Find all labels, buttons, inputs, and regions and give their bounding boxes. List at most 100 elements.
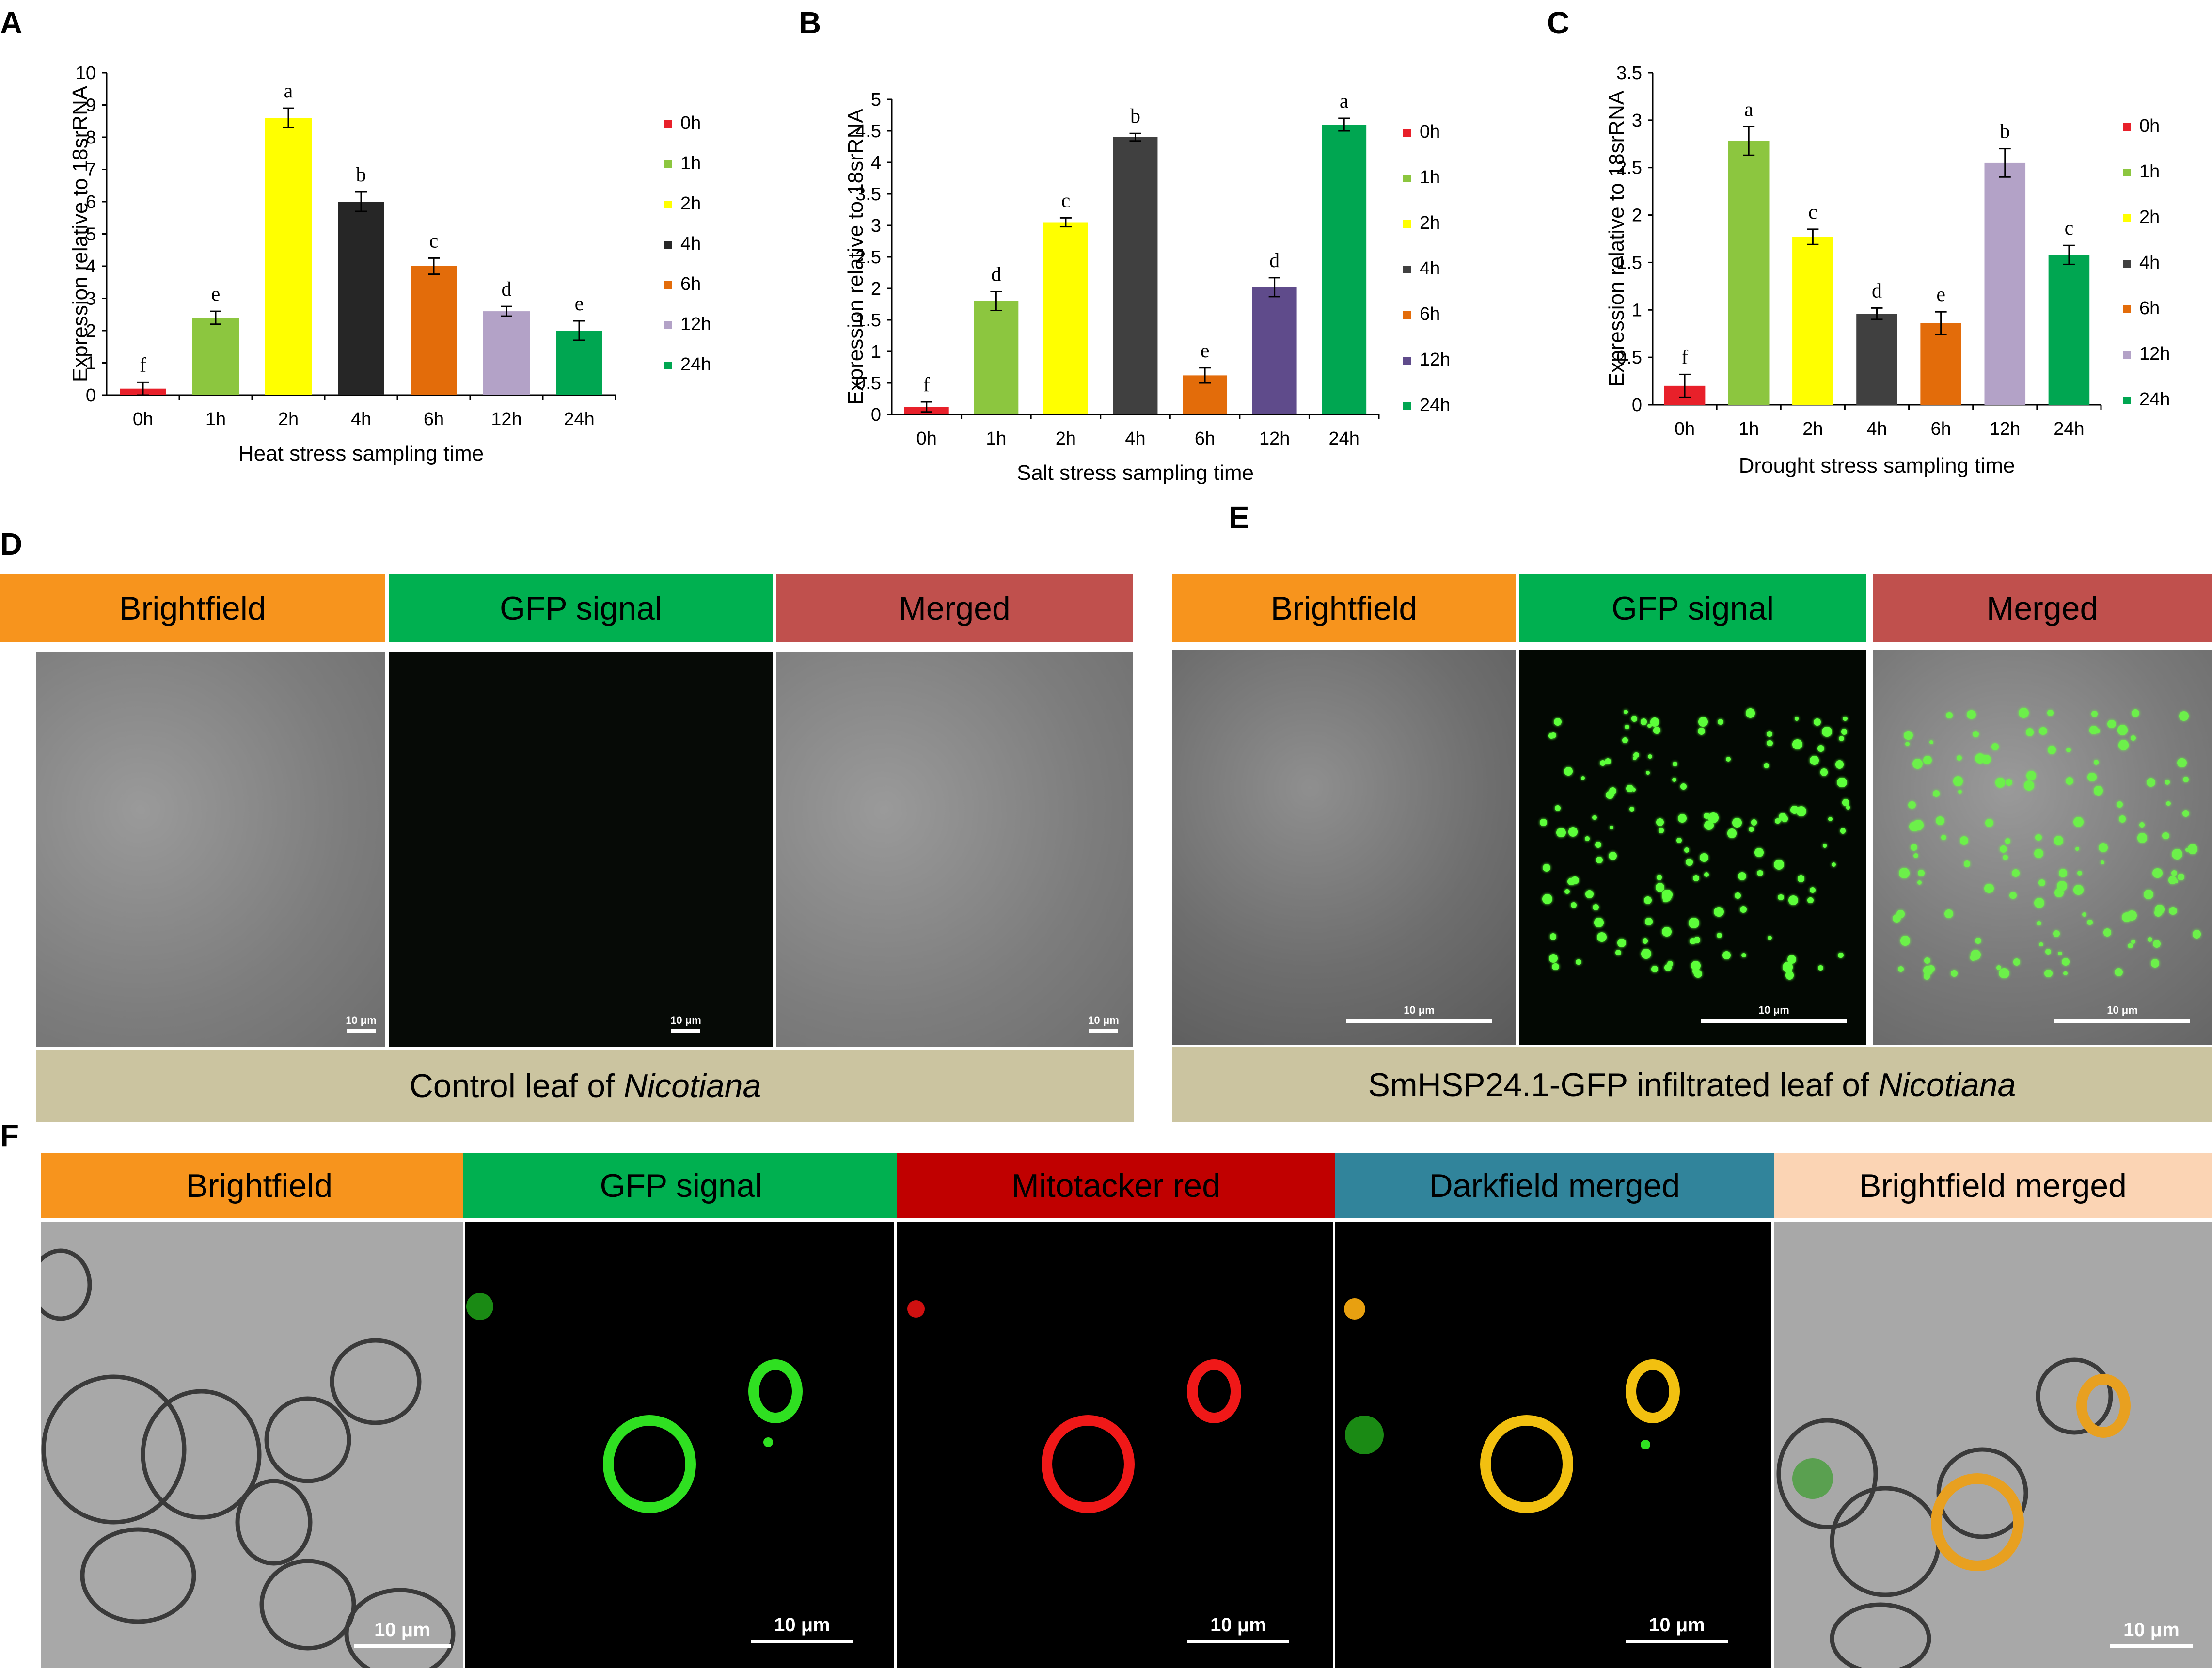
x-axis-label: Salt stress sampling time [1017, 461, 1254, 485]
x-tick-label: 4h [351, 409, 371, 430]
x-tick-label: 12h [1259, 429, 1290, 449]
legend-label: 0h [1420, 122, 1440, 142]
legend-label: 1h [680, 153, 701, 174]
gfp-punctum [1822, 727, 1832, 737]
significance-letter: f [140, 354, 146, 376]
x-tick-label: 2h [1802, 419, 1823, 439]
legend-swatch [1403, 266, 1411, 273]
bar-1h [974, 301, 1019, 414]
gfp-punctum [2026, 728, 2034, 736]
gfp-punctum [1673, 762, 1677, 766]
gfp-punctum [1650, 717, 1659, 727]
panel-e-header-merged: Merged [1873, 574, 2212, 642]
gfp-punctum [1633, 756, 1637, 761]
gfp-punctum [1899, 868, 1910, 878]
gfp-punctum [2026, 770, 2037, 780]
gfp-punctum [2128, 943, 2133, 949]
gfp-punctum [1767, 731, 1772, 737]
gfp-punctum [1796, 806, 1806, 816]
x-tick-label: 2h [1056, 429, 1076, 449]
y-tick-label: 1 [86, 353, 96, 374]
gfp-punctum [1995, 778, 2006, 788]
gfp-punctum [1554, 805, 1561, 812]
gfp-punctum [1933, 790, 1940, 797]
gfp-punctum [2179, 711, 2189, 721]
gfp-punctum [1837, 952, 1844, 958]
legend-label: 12h [680, 314, 711, 334]
gfp-punctum [1814, 718, 1821, 726]
gfp-punctum [1908, 801, 1916, 809]
panel-f-header-gfp: GFP signal [463, 1153, 899, 1218]
legend-label: 24h [2139, 389, 2170, 410]
gfp-punctum [2034, 848, 2044, 858]
gfp-punctum [1643, 896, 1652, 905]
gfp-punctum [1698, 717, 1708, 727]
panel-f-header-darkfield: Darkfield merged [1335, 1153, 1774, 1218]
gfp-punctum [2053, 930, 2060, 937]
gfp-punctum [1785, 971, 1794, 980]
gfp-punctum [1567, 877, 1575, 886]
gfp-punctum [1959, 836, 1968, 845]
scale-label: 10 μm [774, 1614, 830, 1636]
y-axis-label: Expression relative to 18srRNA [68, 85, 92, 382]
x-tick-label: 6h [1931, 419, 1951, 439]
gfp-punctum [1958, 789, 1962, 794]
gfp-punctum [1975, 753, 1985, 764]
gfp-punctum [1686, 858, 1693, 866]
panel-e-gfp-image: 10 μm [1519, 650, 1866, 1045]
y-tick-label: 2 [1632, 206, 1642, 226]
y-tick-label: 2.5 [1616, 158, 1642, 178]
gfp-punctum [2035, 834, 2042, 841]
panel-e-caption-text: SmHSP24.1-GFP infiltrated leaf of [1368, 1066, 1879, 1103]
gfp-punctum [1905, 742, 1910, 746]
y-tick-label: 5 [86, 224, 96, 245]
gfp-punctum [1554, 718, 1562, 726]
gfp-punctum [1822, 844, 1827, 848]
legend-label: 0h [680, 113, 701, 133]
gfp-punctum [1596, 932, 1607, 942]
bar-4h [338, 202, 384, 395]
panel-d-merged-image: 10 μm [776, 652, 1133, 1047]
legend-swatch [1403, 175, 1411, 182]
legend-label: 4h [1420, 258, 1440, 279]
y-tick-label: 0.5 [1616, 348, 1642, 368]
y-tick-label: 1 [871, 342, 881, 362]
scale-label: 10 μm [374, 1619, 430, 1640]
gfp-punctum [1911, 844, 1918, 851]
chart-heat-svg: 0 1 2 3 4 5 6 7 8 9 10 f 0h e 1h a 2h b 4h c 6h d 12h e 24h Heat … [68, 63, 711, 465]
significance-letter: d [502, 278, 512, 301]
gfp-punctum [1714, 907, 1724, 917]
x-tick-label: 2h [278, 409, 299, 430]
bar-24h [2048, 255, 2090, 405]
gfp-punctum [1548, 733, 1555, 739]
gfp-punctum [1745, 708, 1755, 718]
significance-letter: c [2065, 217, 2074, 239]
scale-bar [751, 1640, 853, 1643]
y-tick-label: 6 [86, 192, 96, 212]
gfp-punctum [2093, 760, 2099, 765]
scale-bar [2110, 1644, 2193, 1648]
panel-label-c: C [1547, 5, 1570, 40]
y-tick-label: 8 [86, 127, 96, 148]
gfp-punctum [1684, 847, 1690, 853]
gfp-punctum [1556, 828, 1566, 838]
legend-swatch [664, 160, 672, 168]
gfp-punctum [2039, 727, 2047, 735]
gfp-punctum [1842, 716, 1848, 721]
panel-e-brightfield-image: 10 μm [1172, 650, 1516, 1045]
x-axis-label: Heat stress sampling time [238, 442, 484, 465]
gfp-punctum [1782, 962, 1793, 972]
legend-label: 1h [2139, 161, 2160, 182]
gfp-punctum [1927, 965, 1935, 973]
legend-swatch [2123, 305, 2131, 313]
gfp-punctum [2054, 836, 2064, 845]
gfp-punctum [1956, 755, 1962, 761]
gfp-punctum [1944, 909, 1953, 918]
legend-swatch [664, 321, 672, 329]
gfp-punctum [1608, 852, 1617, 860]
gfp-punctum [1549, 933, 1557, 940]
gfp-punctum [2150, 959, 2160, 968]
legend-label: 2h [680, 193, 701, 214]
y-tick-label: 3 [1632, 111, 1642, 131]
gfp-punctum [2091, 710, 2098, 717]
